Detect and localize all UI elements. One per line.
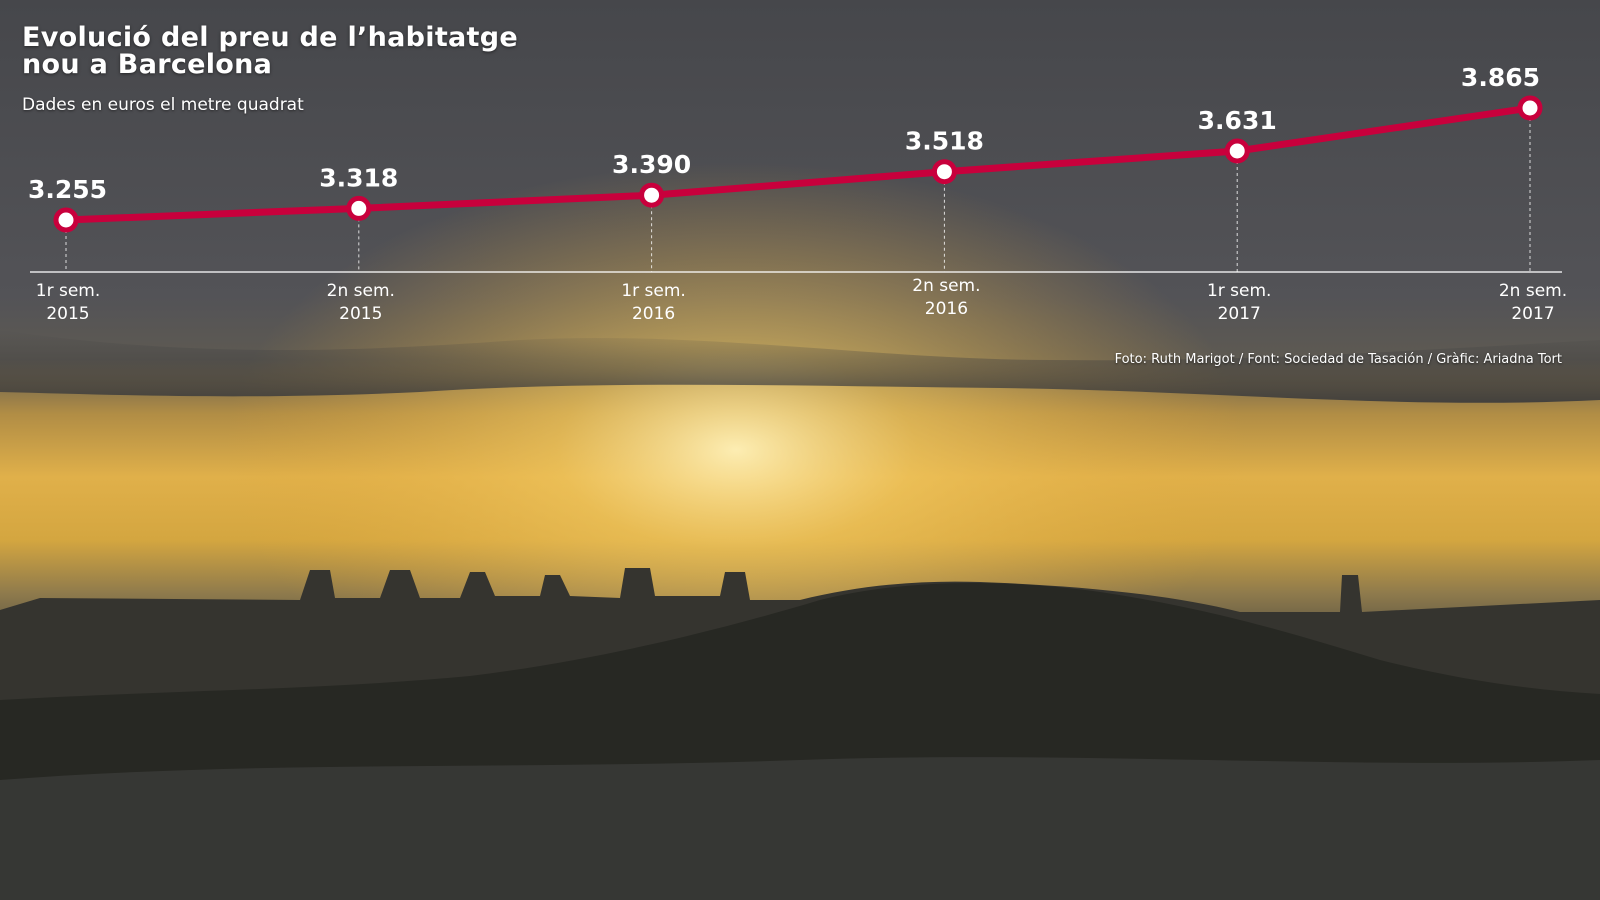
x-tick-label: 1r sem. (621, 281, 686, 301)
x-tick-label: 2017 (1511, 304, 1554, 324)
data-label: 3.865 (1461, 63, 1540, 92)
value-labels: 3.255 3.318 3.390 3.518 3.631 3.865 (28, 63, 1540, 204)
data-label: 3.390 (612, 150, 691, 179)
x-tick-labels: 1r sem. 2015 2n sem. 2015 1r sem. 2016 2n sem.… (36, 276, 1567, 324)
data-point (639, 182, 665, 208)
chart-title: Evolució del preu de l’habitatge nou a B… (22, 22, 518, 80)
data-point (1517, 95, 1543, 121)
x-tick-label: 2016 (632, 304, 675, 324)
data-label: 3.631 (1198, 106, 1277, 135)
x-tick-label: 2016 (925, 299, 968, 319)
x-tick-label: 2n sem. (1499, 281, 1567, 301)
data-label: 3.318 (319, 163, 398, 192)
x-tick-label: 2015 (46, 304, 89, 324)
credits-text: Foto: Ruth Marigot / Font: Sociedad de T… (1114, 352, 1562, 367)
data-label: 3.518 (905, 127, 984, 156)
data-markers (53, 95, 1543, 233)
x-tick-label: 2n sem. (327, 281, 395, 301)
guide-lines (65, 118, 1531, 272)
x-tick-label: 2015 (339, 304, 382, 324)
x-tick-label: 1r sem. (1207, 281, 1272, 301)
chart-subtitle: Dades en euros el metre quadrat (22, 95, 304, 115)
data-point (346, 195, 372, 221)
data-point (931, 159, 957, 185)
data-point (1224, 138, 1250, 164)
series-line (62, 104, 1534, 224)
x-tick-label: 1r sem. (36, 281, 101, 301)
x-tick-label: 2n sem. (912, 276, 980, 296)
data-point (53, 207, 79, 233)
x-tick-label: 2017 (1218, 304, 1261, 324)
data-label: 3.255 (28, 175, 107, 204)
